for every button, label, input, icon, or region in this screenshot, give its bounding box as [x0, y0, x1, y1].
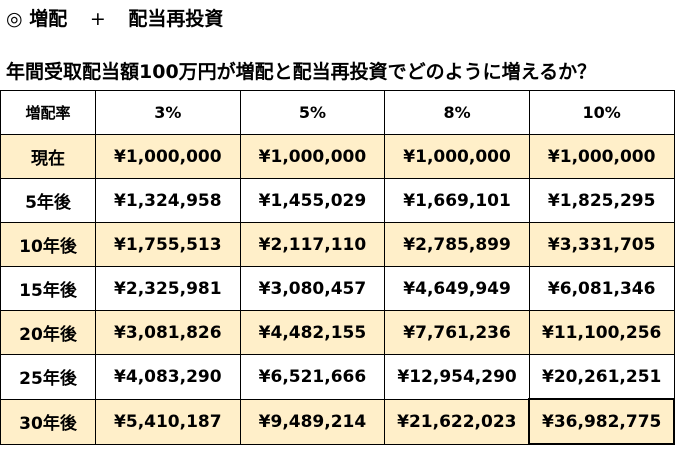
heading-right: 配当再投資: [128, 8, 224, 30]
rate-header: 10%: [528, 90, 675, 135]
value-cell: ¥1,755,513: [95, 222, 241, 267]
value-cell: ¥1,000,000: [384, 134, 530, 179]
value-cell: ¥11,100,256: [528, 310, 675, 355]
value-cell: ¥1,455,029: [239, 178, 386, 223]
value-cell: ¥1,825,295: [528, 178, 675, 223]
rate-header: 3%: [95, 90, 241, 135]
row-label: 5年後: [0, 178, 96, 223]
table-row: 30年後 ¥5,410,187 ¥9,489,214 ¥21,622,023 ¥…: [0, 398, 675, 445]
value-cell: ¥3,331,705: [528, 222, 675, 267]
value-cell: ¥1,000,000: [95, 134, 241, 179]
table-row: 25年後 ¥4,083,290 ¥6,521,666 ¥12,954,290 ¥…: [0, 354, 675, 400]
value-cell: ¥6,081,346: [528, 266, 675, 311]
row-label: 10年後: [0, 222, 96, 267]
dividend-growth-table: 増配率 3% 5% 8% 10% 現在 ¥1,000,000 ¥1,000,00…: [0, 90, 675, 445]
plus-icon: +: [89, 8, 106, 30]
bullet-icon: ◎: [6, 8, 23, 30]
value-cell: ¥20,261,251: [528, 354, 675, 400]
table-row: 現在 ¥1,000,000 ¥1,000,000 ¥1,000,000 ¥1,0…: [0, 134, 675, 179]
table-row: 5年後 ¥1,324,958 ¥1,455,029 ¥1,669,101 ¥1,…: [0, 178, 675, 223]
value-cell: ¥4,649,949: [384, 266, 530, 311]
rate-header: 5%: [239, 90, 386, 135]
value-cell: ¥12,954,290: [384, 354, 530, 400]
row-label: 30年後: [0, 398, 96, 445]
header-label: 増配率: [0, 90, 96, 135]
value-cell: ¥1,000,000: [239, 134, 386, 179]
table-row: 20年後 ¥3,081,826 ¥4,482,155 ¥7,761,236 ¥1…: [0, 310, 675, 355]
heading-left: 増配: [29, 8, 68, 30]
question-title: 年間受取配当額100万円が増配と配当再投資でどのように増えるか？: [6, 61, 597, 83]
max-value-cell: ¥36,982,775: [528, 398, 675, 445]
value-cell: ¥6,521,666: [239, 354, 386, 400]
value-cell: ¥21,622,023: [384, 398, 530, 445]
table-row: 10年後 ¥1,755,513 ¥2,117,110 ¥2,785,899 ¥3…: [0, 222, 675, 267]
value-cell: ¥1,324,958: [95, 178, 241, 223]
value-cell: ¥1,669,101: [384, 178, 530, 223]
value-cell: ¥4,482,155: [239, 310, 386, 355]
row-label: 20年後: [0, 310, 96, 355]
value-cell: ¥3,081,826: [95, 310, 241, 355]
value-cell: ¥2,785,899: [384, 222, 530, 267]
value-cell: ¥4,083,290: [95, 354, 241, 400]
page-heading: ◎ 増配 + 配当再投資: [6, 4, 223, 34]
row-label: 15年後: [0, 266, 96, 311]
value-cell: ¥7,761,236: [384, 310, 530, 355]
value-cell: ¥1,000,000: [528, 134, 675, 179]
table-header-row: 増配率 3% 5% 8% 10%: [0, 90, 675, 135]
value-cell: ¥9,489,214: [239, 398, 386, 445]
value-cell: ¥5,410,187: [95, 398, 241, 445]
table-row: 15年後 ¥2,325,981 ¥3,080,457 ¥4,649,949 ¥6…: [0, 266, 675, 311]
row-label: 現在: [0, 134, 96, 179]
value-cell: ¥2,117,110: [239, 222, 386, 267]
rate-header: 8%: [384, 90, 530, 135]
row-label: 25年後: [0, 354, 96, 400]
value-cell: ¥3,080,457: [239, 266, 386, 311]
value-cell: ¥2,325,981: [95, 266, 241, 311]
